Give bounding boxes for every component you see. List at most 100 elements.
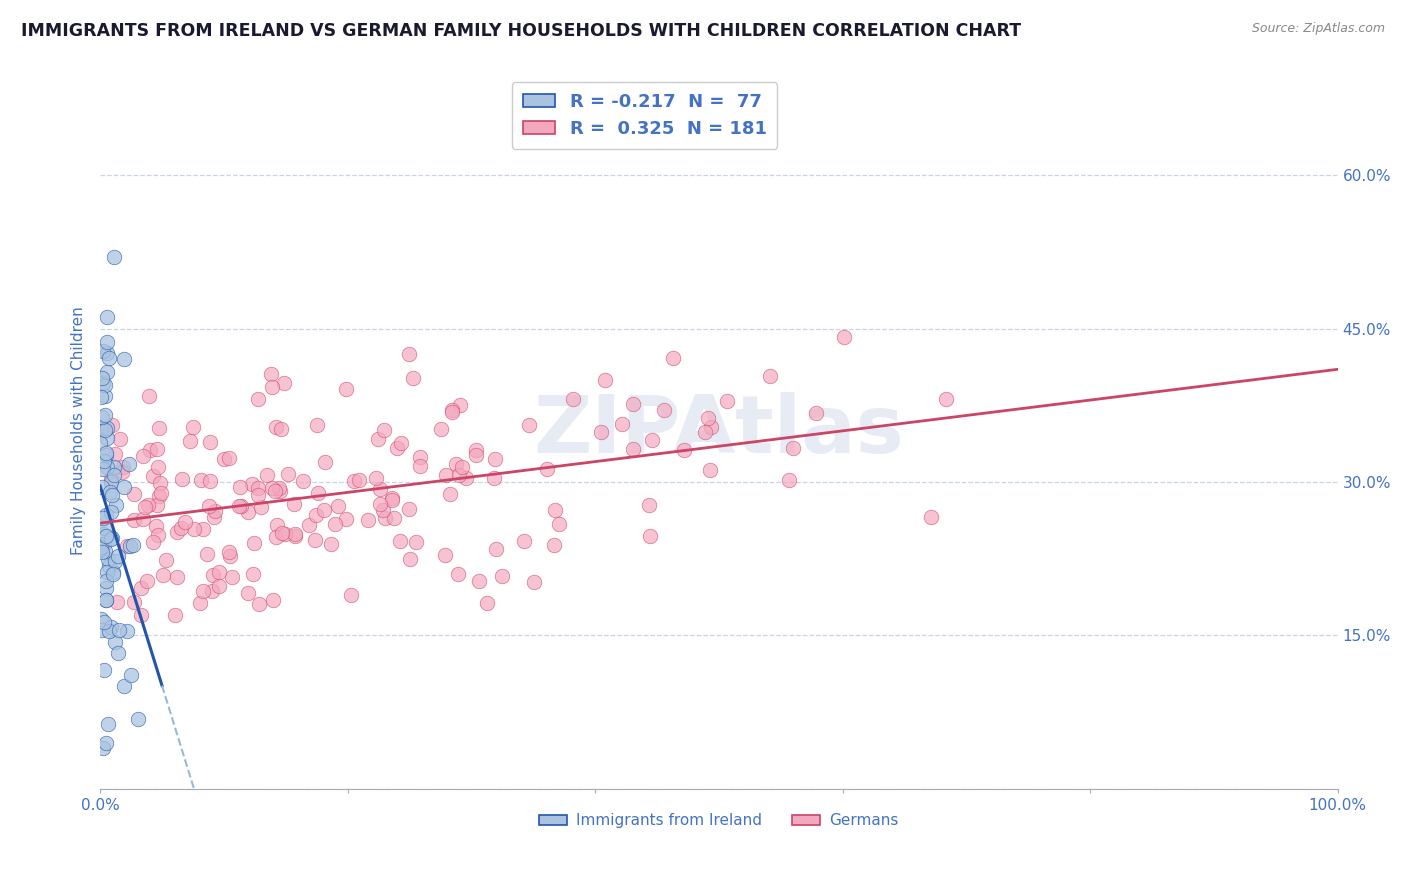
Point <box>105 595 128 609</box>
Point <box>96 529 118 543</box>
Point <box>150 486 173 500</box>
Point <box>96 310 118 324</box>
Point <box>513 534 536 549</box>
Point <box>482 471 505 485</box>
Point <box>103 250 125 264</box>
Point <box>89 541 111 556</box>
Point <box>402 371 425 385</box>
Point <box>262 593 284 607</box>
Point <box>108 432 131 446</box>
Point <box>170 472 193 486</box>
Point <box>100 418 122 433</box>
Point <box>204 504 226 518</box>
Point <box>273 376 295 391</box>
Point <box>93 544 115 558</box>
Point <box>673 443 696 458</box>
Point <box>145 498 167 512</box>
Point <box>451 459 474 474</box>
Point <box>433 549 456 563</box>
Point <box>264 530 287 544</box>
Point <box>381 493 404 508</box>
Point <box>100 472 122 486</box>
Point <box>96 420 118 434</box>
Point <box>221 570 243 584</box>
Point <box>94 593 117 607</box>
Point <box>155 553 177 567</box>
Point <box>405 535 427 549</box>
Point <box>517 417 540 432</box>
Point <box>129 607 152 622</box>
Point <box>96 593 118 607</box>
Point <box>266 518 288 533</box>
Point <box>96 365 118 379</box>
Point <box>107 624 129 638</box>
Point <box>662 351 685 365</box>
Point <box>94 582 117 596</box>
Point <box>170 521 193 535</box>
Point <box>96 574 118 589</box>
Point <box>166 570 188 584</box>
Point <box>200 474 222 488</box>
Point <box>98 559 121 574</box>
Point <box>444 457 467 471</box>
Point <box>264 420 287 434</box>
Point <box>135 574 157 588</box>
Point <box>197 547 219 561</box>
Point <box>277 467 299 482</box>
Point <box>212 452 235 467</box>
Point <box>208 578 231 592</box>
Point <box>804 406 827 420</box>
Point <box>335 382 357 396</box>
Point <box>152 568 174 582</box>
Point <box>621 442 644 456</box>
Point <box>368 482 391 496</box>
Point <box>115 624 138 638</box>
Point <box>260 368 283 382</box>
Point <box>920 509 942 524</box>
Point <box>91 376 114 391</box>
Point <box>201 568 224 582</box>
Point <box>242 566 264 581</box>
Point <box>103 460 125 475</box>
Point <box>165 607 187 622</box>
Point <box>367 432 389 446</box>
Point <box>240 477 263 491</box>
Point <box>440 403 463 417</box>
Point <box>523 574 546 589</box>
Point <box>94 389 117 403</box>
Point <box>90 540 112 554</box>
Point <box>96 736 118 750</box>
Point <box>759 368 782 383</box>
Point <box>115 539 138 553</box>
Y-axis label: Family Households with Children: Family Households with Children <box>72 306 86 555</box>
Point <box>447 566 470 581</box>
Point <box>122 538 145 552</box>
Point <box>291 475 314 489</box>
Point <box>269 483 291 498</box>
Point <box>104 447 127 461</box>
Point <box>621 397 644 411</box>
Point <box>439 487 461 501</box>
Point <box>465 448 488 462</box>
Point <box>139 443 162 458</box>
Point <box>142 468 165 483</box>
Point <box>104 635 127 649</box>
Point <box>90 545 112 559</box>
Point <box>148 489 170 503</box>
Point <box>229 480 252 494</box>
Point <box>132 449 155 463</box>
Point <box>304 533 326 547</box>
Point <box>145 519 167 533</box>
Point <box>101 566 124 581</box>
Point <box>374 511 396 525</box>
Point <box>97 717 120 731</box>
Point <box>104 553 127 567</box>
Point <box>640 529 662 543</box>
Point <box>307 486 329 500</box>
Point <box>218 545 240 559</box>
Point <box>107 646 129 660</box>
Point <box>284 528 307 542</box>
Point <box>434 467 457 482</box>
Point <box>134 500 156 515</box>
Point <box>716 394 738 409</box>
